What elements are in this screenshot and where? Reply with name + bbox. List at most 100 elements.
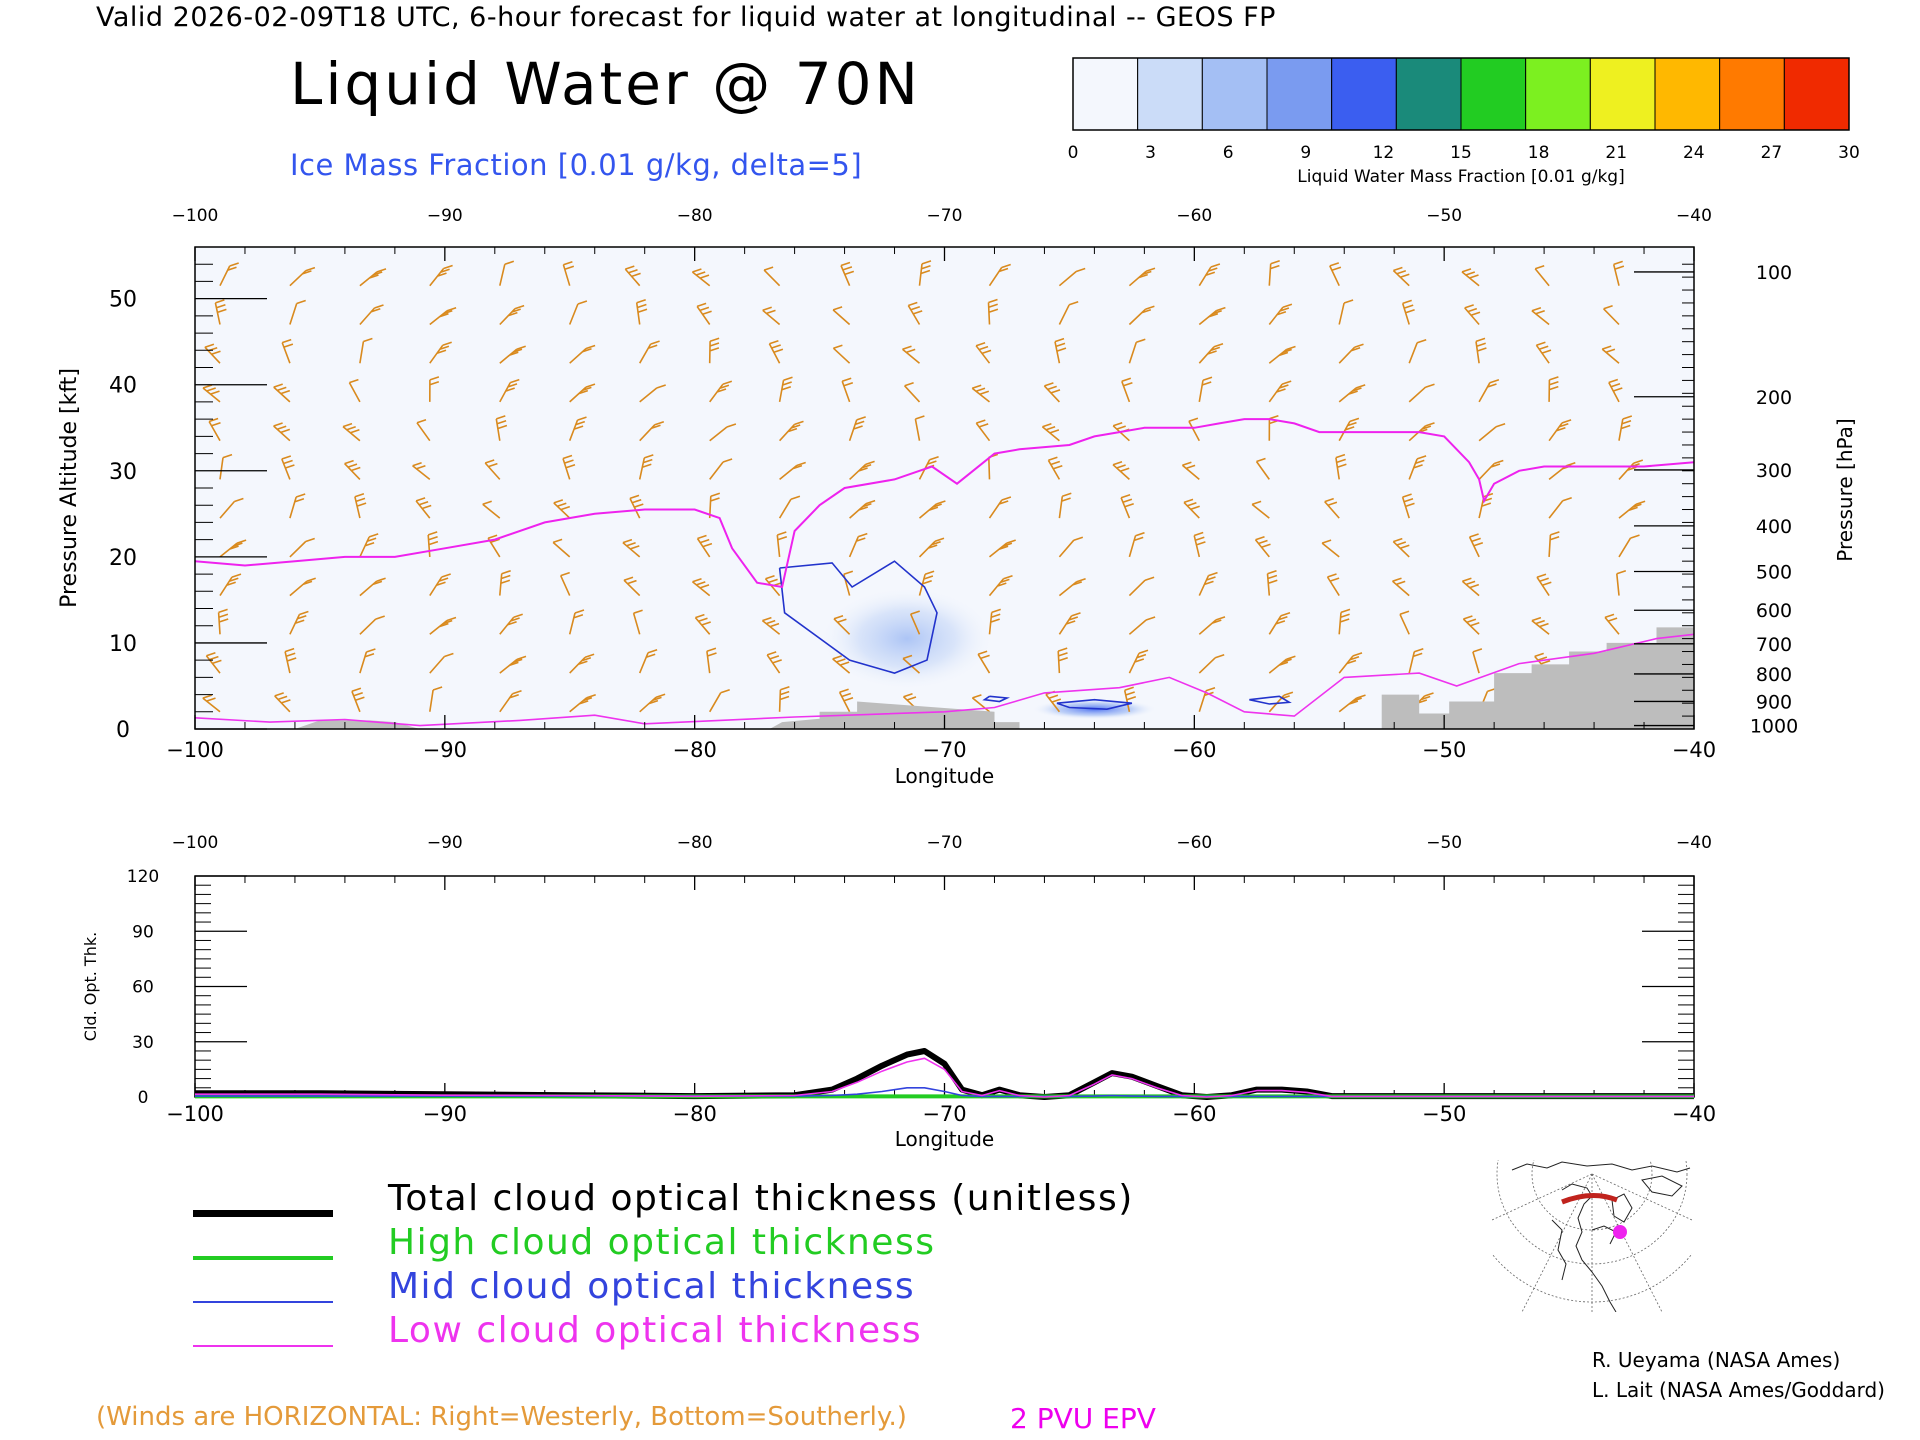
wind-barb-icon: [708, 337, 720, 364]
wind-barb-icon: [1461, 577, 1480, 597]
wind-barb-icon: [1478, 459, 1504, 480]
legend-label-high: High cloud optical thickness: [388, 1222, 936, 1263]
wind-barb-icon: [273, 422, 291, 442]
pressure-tick-label: 100: [1756, 262, 1792, 284]
wind-barb-icon: [691, 578, 711, 597]
x-tick-label-top: −60: [1176, 206, 1212, 226]
wind-barb-icon: [568, 609, 585, 635]
wind-barb-icon: [1618, 500, 1646, 519]
wind-barb-icon: [429, 264, 453, 287]
wind-barb-icon: [764, 574, 781, 597]
terrain-area: [195, 627, 1694, 729]
wind-barb-icon: [1326, 573, 1340, 597]
low-cloud-contour: [195, 633, 1694, 727]
x-tick-label-top: −40: [1676, 206, 1712, 226]
x-tick-label: −40: [1672, 1102, 1716, 1126]
pvu-note: 2 PVU EPV: [1010, 1402, 1156, 1435]
wind-barb-icon: [499, 613, 523, 635]
colorbar-swatch: [1395, 57, 1462, 131]
wind-barb-icon: [569, 383, 596, 403]
wind-barb-icon: [499, 260, 515, 286]
wind-barb-icon: [977, 650, 991, 674]
wind-barb-icon: [1121, 377, 1133, 403]
pressure-tick-label: 300: [1756, 460, 1792, 482]
x-tick-label: −50: [1422, 1102, 1466, 1126]
wind-barb-icon: [1123, 686, 1137, 712]
x-tick-label-top: −100: [172, 833, 219, 853]
x-tick-label: −60: [1172, 738, 1216, 762]
wind-barb-icon: [1462, 615, 1480, 635]
y-axis-label: Cld. Opt. Thk.: [81, 932, 100, 1041]
colorbar-tick-label: 24: [1683, 143, 1705, 163]
wind-barb-icon: [849, 460, 875, 480]
wind-barb-icon: [1268, 260, 1280, 286]
wind-barb-icon: [1604, 613, 1620, 635]
wind-barb-icon: [696, 534, 713, 558]
wind-barb-icon: [1338, 299, 1354, 325]
wind-barb-icon: [214, 299, 227, 325]
wind-barb-icon: [1392, 266, 1410, 287]
x-tick-label: −60: [1172, 1102, 1216, 1126]
wind-barb-icon: [988, 539, 1016, 558]
colorbar-swatch: [1654, 57, 1721, 131]
colorbar-tick-label: 15: [1450, 143, 1472, 163]
wind-barb-icon: [1392, 537, 1410, 558]
wind-barb-icon: [778, 495, 801, 519]
section-track-icon: [1561, 1193, 1618, 1205]
colorbar-tick-label: 12: [1373, 143, 1395, 163]
wind-barb-icon: [987, 298, 999, 325]
wind-barb-icon: [351, 687, 365, 713]
x-tick-label-top: −40: [1676, 833, 1712, 853]
colorbar-swatch: [1201, 57, 1268, 131]
wind-barb-icon: [359, 615, 385, 635]
wind-barb-icon: [1534, 264, 1550, 287]
wind-barb-icon: [918, 500, 946, 519]
wind-barb-icon: [429, 341, 452, 364]
wind-barb-icon: [841, 377, 854, 403]
wind-barb-icon: [344, 459, 361, 480]
wind-barb-icon: [975, 341, 992, 364]
wind-barb-icon: [569, 344, 596, 364]
wind-barb-icon: [832, 655, 851, 674]
wind-barb-icon: [559, 571, 571, 596]
wind-barb-icon: [1324, 497, 1340, 519]
credit-author-2: L. Lait (NASA Ames/Goddard): [1592, 1378, 1885, 1402]
x-tick-label: −70: [922, 738, 966, 762]
y-tick-label: 20: [109, 546, 137, 571]
legend-label-low: Low cloud optical thickness: [388, 1310, 923, 1351]
wind-barb-icon: [289, 493, 306, 519]
x-tick-label: −100: [166, 1102, 224, 1126]
wind-barb-icon: [709, 380, 733, 403]
wind-barb-icon: [281, 455, 295, 480]
pressure-tick-label: 400: [1756, 516, 1792, 538]
wind-barb-icon: [709, 689, 730, 713]
wind-barb-icon: [975, 419, 991, 442]
wind-barb-icon: [1254, 535, 1271, 558]
wind-barb-icon: [639, 693, 666, 713]
wind-barb-icon: [205, 652, 222, 674]
colorbar-frame: [1072, 57, 1850, 131]
wind-barb-icon: [909, 610, 921, 635]
liquid-water-region: [819, 586, 995, 691]
optical-thickness-panel: −100 −100 −90 −90 −80 −80 −70 −70 −60 −60 −50 −50 −4…: [81, 833, 1716, 1151]
wind-barb-icon: [1058, 301, 1079, 325]
legend-swatch-total: [193, 1210, 333, 1217]
wind-barb-icon: [1531, 307, 1550, 326]
y-tick-label: 0: [116, 718, 130, 743]
wind-barb-icon: [359, 533, 379, 558]
wind-barb-icon: [1198, 343, 1224, 364]
wind-barb-icon: [359, 337, 373, 364]
wind-barb-icon: [354, 492, 367, 519]
pressure-tick-label: 1000: [1750, 716, 1798, 738]
wind-barb-icon: [1399, 610, 1410, 635]
page-title: Liquid Water @ 70N: [290, 50, 921, 118]
wind-barb-icon: [1058, 267, 1086, 287]
wind-barb-icon: [1408, 455, 1427, 480]
wind-barb-icon: [1329, 262, 1342, 287]
wind-barb-icon: [1198, 376, 1213, 403]
wind-barb-icon: [1338, 417, 1360, 442]
wind-barb-icon: [638, 454, 654, 480]
y-tick-label: 10: [109, 632, 137, 657]
wind-barb-icon: [709, 458, 733, 480]
